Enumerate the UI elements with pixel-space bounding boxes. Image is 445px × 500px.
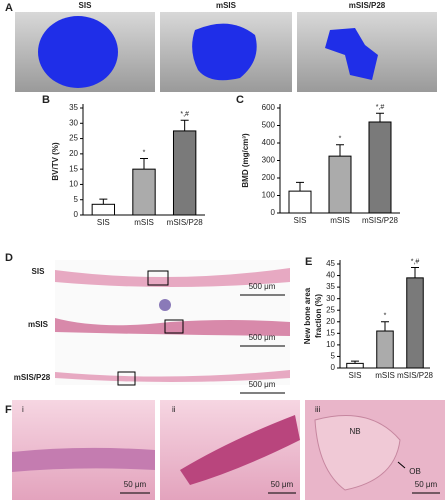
y-tick-label: 15 [326,328,335,337]
error-bar [411,266,419,278]
x-tick-label: mSIS [134,218,154,227]
error-bar [296,181,304,192]
y-tick-label: 20 [69,149,78,158]
error-bar [351,360,359,364]
image-label: i [22,405,24,414]
bar [368,121,392,214]
significance-label: *,# [411,258,420,265]
bar [132,168,156,216]
y-axis-label: BV/TV (%) [51,142,60,181]
scale-bar-label: 50 μm [415,480,438,489]
y-tick-label: 5 [74,195,79,204]
y-axis-label: New bone area [303,287,312,344]
y-tick-label: 35 [326,282,335,291]
error-bar [99,198,108,205]
y-tick-label: 0 [271,208,276,217]
scale-bar-label: 500 μm [249,333,276,342]
panel-letter: E [305,256,312,268]
error-bar [336,144,344,157]
y-tick-label: 15 [69,164,78,173]
y-tick-label: 25 [69,134,78,143]
annotation: NB [349,427,360,436]
image-label: mSIS [28,320,49,329]
y-tick-label: 500 [262,121,276,130]
y-tick-label: 5 [331,352,336,361]
image-label: mSIS/P28 [14,373,51,382]
bar [172,130,197,216]
y-tick-label: 0 [74,210,79,219]
panel-letter: C [236,94,244,106]
y-tick-label: 20 [326,317,335,326]
panel-letter: F [5,404,12,416]
y-axis-label: fraction (%) [314,294,323,338]
significance-label: *,# [180,111,189,118]
y-tick-label: 45 [326,259,335,268]
x-tick-label: SIS [294,216,307,225]
y-tick-label: 40 [326,271,335,280]
bar [406,277,424,369]
y-tick-label: 400 [262,138,276,147]
error-bar [381,321,389,332]
scale-bar-label: 500 μm [249,380,276,389]
significance-label: * [143,149,146,156]
histology-closeups [12,400,445,500]
x-tick-label: mSIS/P28 [362,216,399,225]
y-tick-label: 100 [262,191,276,200]
y-tick-label: 30 [69,118,78,127]
bar [91,203,116,216]
x-tick-label: mSIS [330,216,350,225]
y-tick-label: 25 [326,305,335,314]
significance-label: * [384,313,387,320]
y-tick-label: 35 [69,103,78,112]
histology-strips [55,260,290,394]
bar [288,190,312,214]
y-tick-label: 10 [69,180,78,189]
image-label: ii [172,405,176,414]
y-tick-label: 600 [262,103,276,112]
scale-bar-label: 50 μm [124,480,147,489]
bar [346,362,364,369]
y-axis-label: BMD (mg/cm³) [241,133,250,188]
ct-images [15,12,437,92]
annotation: OB [409,467,421,476]
error-bar [140,157,148,170]
scale-bar-label: 500 μm [249,282,276,291]
bar [376,330,394,369]
x-tick-label: mSIS [375,371,395,380]
error-bar [180,119,189,131]
x-tick-label: mSIS/P28 [167,218,204,227]
image-label: SIS [79,1,93,10]
x-tick-label: SIS [349,371,362,380]
panel-letter: B [42,94,50,106]
bar [328,155,352,214]
panel-letter: A [5,2,13,14]
panel-letter: D [5,252,13,264]
y-tick-label: 300 [262,156,276,165]
significance-label: *,# [376,104,385,111]
error-bar [376,112,384,122]
y-tick-label: 200 [262,173,276,182]
scale-bar-label: 50 μm [271,480,294,489]
y-tick-label: 30 [326,294,335,303]
image-label: mSIS/P28 [349,1,386,10]
y-tick-label: 0 [331,363,336,372]
x-tick-label: SIS [97,218,110,227]
image-label: iii [315,405,321,414]
x-tick-label: mSIS/P28 [397,371,434,380]
significance-label: * [339,136,342,143]
y-tick-label: 10 [326,340,335,349]
image-label: SIS [32,267,46,276]
image-label: mSIS [216,1,237,10]
